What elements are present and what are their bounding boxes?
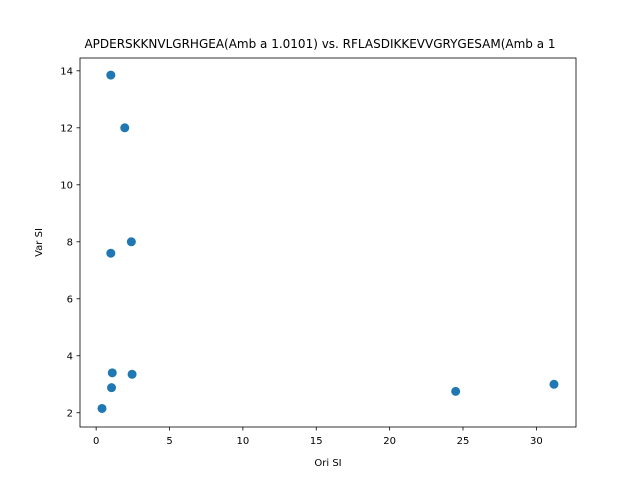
x-tick-label: 20 bbox=[383, 436, 396, 447]
data-point-2 bbox=[126, 237, 136, 247]
y-tick-label: 6 bbox=[67, 294, 73, 305]
y-tick-label: 2 bbox=[67, 408, 73, 419]
points-layer bbox=[97, 70, 559, 413]
x-tick-label: 25 bbox=[457, 436, 470, 447]
data-point-3 bbox=[106, 248, 116, 258]
data-point-4 bbox=[107, 368, 117, 378]
chart-title: APDERSKKNVLGRHGEA(Amb a 1.0101) vs. RFLA… bbox=[84, 37, 555, 51]
data-point-5 bbox=[127, 369, 137, 379]
data-point-7 bbox=[97, 403, 107, 413]
y-tick-label: 8 bbox=[67, 237, 73, 248]
y-tick-label: 10 bbox=[60, 180, 73, 191]
data-point-6 bbox=[107, 383, 117, 393]
data-point-8 bbox=[451, 386, 461, 396]
x-axis-label: Ori SI bbox=[314, 458, 341, 469]
x-tick-label: 5 bbox=[166, 436, 172, 447]
y-axis-ticks: 2 4 6 8 10 12 14 bbox=[60, 66, 80, 419]
x-tick-label: 0 bbox=[93, 436, 99, 447]
y-tick-label: 12 bbox=[60, 123, 73, 134]
data-point-1 bbox=[120, 123, 130, 133]
y-axis-label: Var SI bbox=[34, 228, 45, 257]
y-tick-label: 4 bbox=[67, 351, 73, 362]
x-tick-label: 15 bbox=[310, 436, 323, 447]
data-point-0 bbox=[106, 70, 116, 80]
plot-frame bbox=[79, 57, 577, 428]
data-point-9 bbox=[549, 379, 559, 389]
x-axis-ticks: 0 5 10 15 20 25 30 bbox=[93, 427, 543, 447]
x-tick-label: 10 bbox=[237, 436, 250, 447]
x-tick-label: 30 bbox=[530, 436, 543, 447]
y-tick-label: 14 bbox=[60, 66, 73, 77]
